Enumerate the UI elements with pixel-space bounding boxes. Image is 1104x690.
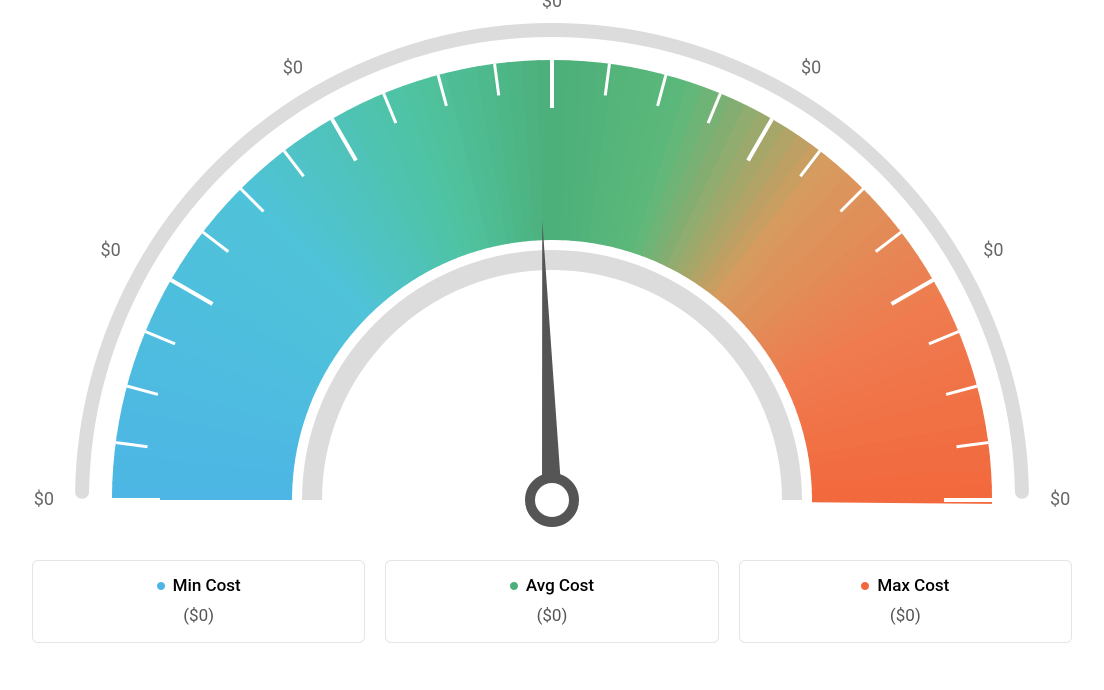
legend-value-min: ($0) [43, 606, 354, 626]
legend-title-avg: Avg Cost [510, 576, 594, 596]
legend-dot-max [861, 582, 869, 590]
gauge-tick-label: $0 [542, 0, 562, 12]
legend-card-min: Min Cost ($0) [32, 560, 365, 643]
legend-title-min: Min Cost [157, 576, 241, 596]
legend-dot-min [157, 582, 165, 590]
legend-row: Min Cost ($0) Avg Cost ($0) Max Cost ($0… [32, 560, 1072, 643]
legend-value-avg: ($0) [396, 606, 707, 626]
legend-label-min: Min Cost [173, 576, 241, 596]
legend-dot-avg [510, 582, 518, 590]
gauge-tick-label: $0 [100, 240, 120, 261]
gauge-tick-label: $0 [1050, 489, 1070, 510]
legend-label-max: Max Cost [877, 576, 949, 596]
legend-card-avg: Avg Cost ($0) [385, 560, 718, 643]
cost-gauge: $0 $0 $0 $0 $0 $0 $0 [0, 0, 1104, 560]
gauge-tick-label: $0 [801, 57, 821, 78]
gauge-svg: $0 $0 $0 $0 $0 $0 $0 [0, 0, 1104, 560]
legend-label-avg: Avg Cost [526, 576, 594, 596]
gauge-tick-label: $0 [283, 57, 303, 78]
gauge-needle-hub [530, 478, 574, 522]
legend-value-max: ($0) [750, 606, 1061, 626]
gauge-tick-label: $0 [34, 489, 54, 510]
legend-card-max: Max Cost ($0) [739, 560, 1072, 643]
gauge-tick-label: $0 [983, 240, 1003, 261]
legend-title-max: Max Cost [861, 576, 949, 596]
